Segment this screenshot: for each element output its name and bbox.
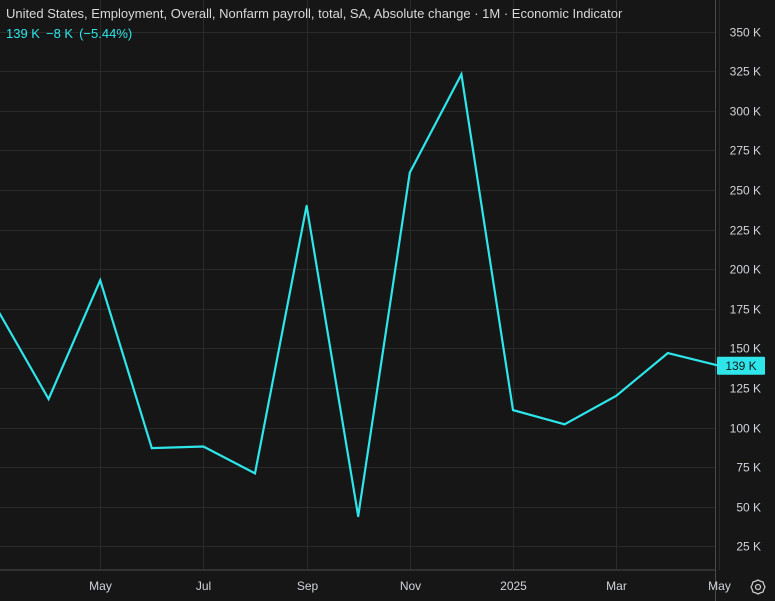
last-value-badge [717,356,765,375]
change-value: −8 K [45,26,74,41]
data-point [666,352,669,355]
y-tick-label: 150 K [730,342,761,356]
data-point [202,445,205,448]
y-tick-label: 350 K [730,26,761,40]
gear-icon [750,579,766,595]
data-point [563,423,566,426]
series-line [0,70,720,517]
x-tick-label: Jul [196,579,211,593]
y-tick-label: 200 K [730,263,761,277]
data-point [305,204,308,207]
last-value: 139 K [6,26,40,41]
y-tick-label: 75 K [736,461,761,475]
data-point [99,279,102,282]
x-tick-label: Nov [400,579,421,593]
x-tick-label: May [708,579,731,593]
change-percent: (−5.44%) [79,26,133,41]
y-tick-label: 250 K [730,184,761,198]
data-point [408,171,411,174]
grid-lines [0,0,720,570]
data-point [150,447,153,450]
x-tick-labels: May Jul Sep Nov 2025 Mar May [89,579,731,593]
x-tick-label: May [89,579,112,593]
chart-header: United States, Employment, Overall, Nonf… [6,6,622,41]
data-point [254,472,256,475]
data-point [357,515,360,518]
x-tick-label: Sep [297,579,319,593]
y-tick-label: 300 K [730,105,761,119]
last-value-text: 139 K [725,359,756,373]
chart-title: United States, Employment, Overall, Nonf… [6,6,623,21]
settings-button[interactable] [746,575,770,599]
y-tick-label: 175 K [730,303,761,317]
data-points [47,73,721,518]
y-tick-label: 125 K [730,382,761,396]
y-tick-label: 100 K [730,422,761,436]
data-point [615,394,618,397]
y-tick-label: 25 K [736,540,761,554]
x-tick-label: Mar [606,579,627,593]
last-value-label: 139 K [717,356,765,375]
data-point [512,409,514,412]
y-tick-label: 50 K [736,501,761,515]
data-point [47,398,50,400]
y-tick-labels: 25 K 50 K 75 K 100 K 125 K 150 K 175 K 200 K 225… [730,26,761,554]
data-point [460,73,463,76]
y-tick-label: 225 K [730,224,761,238]
chart-subtitle: 139 K −8 K (−5.44%) [6,26,622,41]
y-tick-label: 325 K [730,65,761,79]
y-tick-label: 275 K [730,144,761,158]
x-tick-label: 2025 [500,579,527,593]
axes [0,0,716,601]
